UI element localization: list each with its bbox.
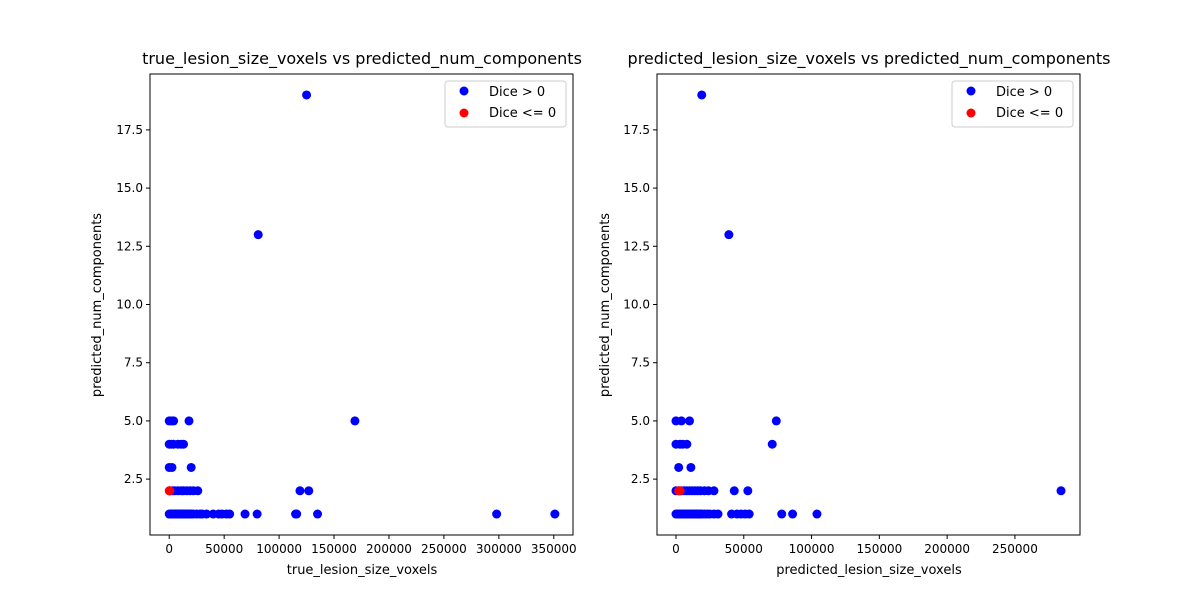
point-dice-gt-0 bbox=[225, 509, 235, 519]
point-dice-gt-0 bbox=[685, 416, 695, 426]
legend-marker-dice-le-0 bbox=[459, 108, 469, 118]
legend-box bbox=[951, 80, 1074, 128]
x-axis-label: predicted_lesion_size_voxels bbox=[776, 563, 962, 578]
point-dice-gt-0 bbox=[240, 509, 250, 519]
x-tick-label: 150000 bbox=[311, 542, 357, 556]
point-dice-gt-0 bbox=[550, 509, 560, 519]
x-tick-label: 350000 bbox=[531, 542, 577, 556]
point-dice-gt-0 bbox=[302, 90, 312, 100]
x-tick-label: 50000 bbox=[725, 542, 763, 556]
point-dice-gt-0 bbox=[193, 486, 203, 496]
y-axis-label: predicted_num_components bbox=[598, 213, 613, 397]
y-tick-label: 17.5 bbox=[116, 123, 143, 137]
y-ticks: 2.5 5.0 7.5 10.0 12.5 15.0 17.5 bbox=[116, 123, 150, 486]
y-tick-label: 5.0 bbox=[124, 414, 143, 428]
y-axis-label: predicted_num_components bbox=[90, 213, 105, 397]
x-tick-label: 100000 bbox=[256, 542, 302, 556]
y-tick-label: 10.0 bbox=[116, 298, 143, 312]
point-dice-gt-0 bbox=[682, 439, 692, 449]
y-tick-label: 2.5 bbox=[631, 472, 650, 486]
point-dice-le-0 bbox=[675, 486, 685, 496]
point-dice-le-0 bbox=[165, 486, 175, 496]
point-dice-gt-0 bbox=[676, 416, 686, 426]
point-dice-gt-0 bbox=[743, 486, 753, 496]
point-dice-gt-0 bbox=[729, 486, 739, 496]
legend-marker-dice-le-0 bbox=[966, 108, 976, 118]
x-tick-label: 0 bbox=[165, 542, 173, 556]
legend: Dice > 0 Dice <= 0 bbox=[951, 80, 1074, 128]
point-dice-gt-0 bbox=[767, 439, 777, 449]
point-dice-gt-0 bbox=[167, 462, 177, 472]
scatter-points bbox=[164, 90, 560, 519]
point-dice-gt-0 bbox=[1056, 486, 1066, 496]
x-ticks: 0 50000 100000 150000 200000 250000 300000 3500… bbox=[165, 535, 577, 556]
legend: Dice > 0 Dice <= 0 bbox=[444, 80, 567, 128]
point-dice-gt-0 bbox=[202, 509, 212, 519]
point-dice-gt-0 bbox=[186, 462, 196, 472]
y-ticks: 2.5 5.0 7.5 10.0 12.5 15.0 17.5 bbox=[623, 123, 657, 486]
x-tick-label: 250000 bbox=[992, 542, 1038, 556]
point-dice-gt-0 bbox=[350, 416, 360, 426]
y-tick-label: 5.0 bbox=[631, 414, 650, 428]
y-tick-label: 17.5 bbox=[623, 123, 650, 137]
point-dice-gt-0 bbox=[252, 509, 262, 519]
y-tick-label: 7.5 bbox=[631, 356, 650, 370]
y-tick-label: 7.5 bbox=[124, 356, 143, 370]
plot-area-frame bbox=[656, 73, 1081, 536]
y-tick-label: 2.5 bbox=[124, 472, 143, 486]
point-dice-gt-0 bbox=[292, 509, 302, 519]
point-dice-gt-0 bbox=[709, 486, 719, 496]
chart-title: predicted_lesion_size_voxels vs predicte… bbox=[628, 49, 1111, 69]
point-dice-gt-0 bbox=[674, 462, 684, 472]
point-dice-gt-0 bbox=[169, 416, 179, 426]
x-tick-label: 200000 bbox=[924, 542, 970, 556]
legend-label-dice-le-0: Dice <= 0 bbox=[996, 106, 1063, 121]
x-axis-label: true_lesion_size_voxels bbox=[287, 563, 438, 578]
point-dice-gt-0 bbox=[184, 416, 194, 426]
subplot-left: true_lesion_size_voxels vs predicted_num… bbox=[90, 49, 582, 578]
point-dice-gt-0 bbox=[812, 509, 822, 519]
x-tick-label: 200000 bbox=[366, 542, 412, 556]
x-tick-label: 100000 bbox=[789, 542, 835, 556]
y-tick-label: 12.5 bbox=[116, 239, 143, 253]
x-tick-label: 50000 bbox=[205, 542, 243, 556]
point-dice-gt-0 bbox=[777, 509, 787, 519]
y-tick-label: 15.0 bbox=[116, 181, 143, 195]
x-tick-label: 150000 bbox=[856, 542, 902, 556]
point-dice-gt-0 bbox=[304, 486, 314, 496]
point-dice-gt-0 bbox=[771, 416, 781, 426]
x-tick-label: 300000 bbox=[476, 542, 522, 556]
x-ticks: 0 50000 100000 150000 200000 250000 bbox=[672, 535, 1038, 556]
point-dice-gt-0 bbox=[788, 509, 798, 519]
x-tick-label: 0 bbox=[672, 542, 680, 556]
y-tick-label: 10.0 bbox=[623, 298, 650, 312]
point-dice-gt-0 bbox=[253, 230, 263, 240]
legend-label-dice-gt-0: Dice > 0 bbox=[996, 85, 1052, 100]
point-dice-gt-0 bbox=[686, 462, 696, 472]
y-tick-label: 15.0 bbox=[623, 181, 650, 195]
point-dice-gt-0 bbox=[744, 509, 754, 519]
legend-marker-dice-gt-0 bbox=[966, 86, 976, 96]
scatter-points bbox=[671, 90, 1066, 519]
legend-label-dice-gt-0: Dice > 0 bbox=[489, 85, 545, 100]
chart-title: true_lesion_size_voxels vs predicted_num… bbox=[142, 49, 582, 69]
legend-box bbox=[444, 80, 567, 128]
y-tick-label: 12.5 bbox=[623, 239, 650, 253]
point-dice-gt-0 bbox=[713, 509, 723, 519]
point-dice-gt-0 bbox=[179, 439, 189, 449]
legend-marker-dice-gt-0 bbox=[459, 86, 469, 96]
point-dice-gt-0 bbox=[697, 90, 707, 100]
point-dice-gt-0 bbox=[295, 486, 305, 496]
point-dice-gt-0 bbox=[313, 509, 323, 519]
legend-label-dice-le-0: Dice <= 0 bbox=[489, 106, 556, 121]
plot-area-frame bbox=[149, 73, 574, 536]
point-dice-gt-0 bbox=[724, 230, 734, 240]
x-tick-label: 250000 bbox=[421, 542, 467, 556]
point-dice-gt-0 bbox=[492, 509, 502, 519]
subplot-right: predicted_lesion_size_voxels vs predicte… bbox=[598, 49, 1110, 578]
